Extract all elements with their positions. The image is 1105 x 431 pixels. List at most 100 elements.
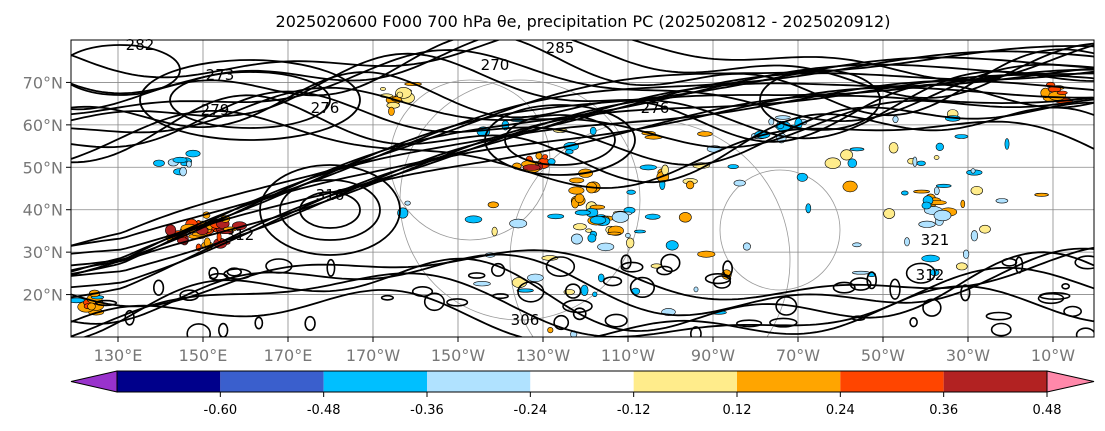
precip-blob xyxy=(592,291,598,297)
y-tick-label: 40°N xyxy=(23,201,63,220)
precip-blob xyxy=(892,115,899,124)
x-tick-label: 150°W xyxy=(431,346,486,365)
precip-blob xyxy=(634,229,646,234)
precip-blob xyxy=(509,218,528,229)
colorbar-frame xyxy=(116,370,1048,393)
theta-e-small-contour xyxy=(1001,257,1018,267)
precip-blob xyxy=(87,302,96,311)
x-tick-label: 70°W xyxy=(776,346,820,365)
theta-e-small-contour xyxy=(423,292,445,312)
theta-e-contours xyxy=(71,40,1094,337)
precip-blob xyxy=(805,203,812,214)
theta-e-closed-contour xyxy=(259,164,401,256)
precip-blob xyxy=(565,149,574,155)
colorbar-tick-label: 0.24 xyxy=(826,403,855,418)
precip-blob xyxy=(970,186,983,196)
precip-blob xyxy=(960,199,966,208)
colorbar-box xyxy=(633,371,737,392)
contour-label: 312 xyxy=(226,226,255,244)
theta-e-small-contour xyxy=(124,309,135,326)
map-frame xyxy=(70,39,1095,338)
colorbar-tick-label: -0.60 xyxy=(204,403,238,418)
theta-e-small-contour xyxy=(851,315,866,322)
contour-label: 316 xyxy=(316,186,345,204)
x-tick-label: 130°E xyxy=(94,346,143,365)
theta-e-small-contour xyxy=(562,299,593,314)
theta-e-small-contour xyxy=(985,311,1012,321)
theta-e-small-contour xyxy=(922,298,942,317)
precip-blob xyxy=(849,147,865,152)
precip-blob xyxy=(742,242,751,251)
precip-blob xyxy=(775,115,791,120)
precip-blob xyxy=(697,131,713,137)
theta-e-small-contour xyxy=(960,284,971,302)
precip-blob xyxy=(733,179,746,187)
precip-blob xyxy=(883,208,896,219)
precip-blob xyxy=(1056,90,1068,95)
precip-blob xyxy=(644,213,661,220)
theta-e-contour xyxy=(71,90,1094,166)
precip-blob xyxy=(1040,87,1051,98)
precip-blob xyxy=(842,180,858,193)
precip-blob xyxy=(979,224,991,234)
y-axis-ticks: 20°N 30°N 40°N 50°N 60°N 70°N xyxy=(23,73,71,305)
x-tick-label: 50°W xyxy=(861,346,905,365)
theta-e-closed-contour xyxy=(484,104,636,176)
precip-blob xyxy=(796,172,808,182)
precip-blob xyxy=(574,209,591,216)
theta-e-small-contour xyxy=(889,278,901,300)
contour-labels: 282 285 270 273 276 279 276 316 306 312 312 321 xyxy=(126,36,950,329)
precip-blob xyxy=(901,190,909,196)
theta-e-closed-contour xyxy=(299,191,361,229)
y-tick-label: 50°N xyxy=(23,158,63,177)
theta-e-contour xyxy=(71,86,1094,149)
contour-label: 306 xyxy=(511,311,540,329)
theta-e-small-contour xyxy=(690,326,702,337)
precip-blob xyxy=(607,231,622,236)
colorbar-tick-label: 0.48 xyxy=(1033,403,1062,418)
precip-blob xyxy=(921,254,940,263)
theta-e-small-contour xyxy=(380,294,395,301)
theta-e-small-contour xyxy=(832,281,856,294)
precip-blob xyxy=(912,156,918,167)
colorbar-box xyxy=(220,371,324,392)
theta-e-contour xyxy=(71,68,1094,273)
theta-e-small-contour xyxy=(704,273,732,285)
theta-e-small-contour xyxy=(1074,255,1094,270)
theta-e-closed-contour xyxy=(71,44,181,96)
colorbar-extend-min xyxy=(70,370,118,393)
precip-blob xyxy=(970,230,979,242)
precip-blob xyxy=(918,220,936,228)
colorbar-box xyxy=(323,371,427,392)
theta-e-small-contour xyxy=(94,299,118,307)
theta-e-closed-contour xyxy=(169,71,331,129)
theta-e-small-contour xyxy=(660,253,681,273)
contour-label: 276 xyxy=(641,99,670,117)
colorbar-box xyxy=(427,371,531,392)
theta-e-small-contour xyxy=(620,261,644,273)
theta-e-contour xyxy=(71,86,1094,289)
theta-e-contour xyxy=(71,40,1094,117)
precip-blob xyxy=(625,233,631,239)
precip-blob xyxy=(516,288,534,293)
precip-blob xyxy=(693,286,699,293)
precip-blob xyxy=(185,149,201,158)
precip-blob xyxy=(542,154,548,160)
theta-e-small-contour xyxy=(1061,282,1070,290)
theta-e-small-contour xyxy=(254,316,264,330)
contour-label: 282 xyxy=(126,36,155,54)
precip-blob xyxy=(685,180,695,190)
precip-blob xyxy=(626,189,636,195)
precip-blob xyxy=(921,201,932,210)
theta-e-contour xyxy=(71,94,1094,299)
theta-e-contour xyxy=(71,285,1094,337)
colorbar-ticks: -0.60 -0.48 -0.36 -0.24 -0.12 0.12 0.24 0.36 0.4… xyxy=(204,392,1062,418)
precip-blob xyxy=(491,226,498,237)
y-tick-label: 60°N xyxy=(23,116,63,135)
theta-e-small-contour xyxy=(712,275,732,289)
precip-blob xyxy=(580,284,589,296)
theta-e-contour xyxy=(81,251,1094,337)
precip-blob xyxy=(589,126,597,136)
precip-blob xyxy=(962,249,970,259)
